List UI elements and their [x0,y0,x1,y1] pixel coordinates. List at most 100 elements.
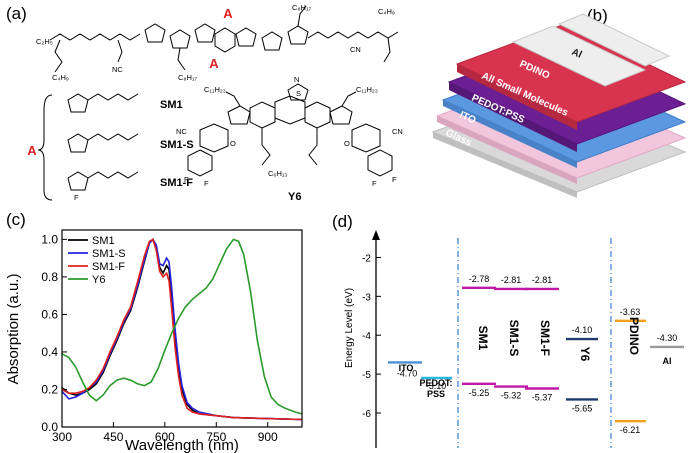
indanone-ring [199,123,229,153]
atom-label-o-left: O [230,139,236,148]
alkyl-chain [54,39,63,73]
legend-label: SM1-F [92,261,125,273]
energy-tick-label: -6 [362,409,371,420]
energy-value-label: -3.63 [620,307,641,317]
thiophene-ring [67,171,89,191]
alkyl-chain [177,47,186,71]
category-label-al: Al [663,356,672,366]
atom-label-s: S [296,89,301,98]
thiophene-ring [194,23,216,43]
atom-label-f-4: F [392,175,397,184]
y6-core-ring [249,101,276,129]
atom-label-f-1: F [184,175,189,184]
y6-core-ring [304,101,331,129]
layer-glass-side [433,132,577,198]
alkyl-chain [87,133,139,141]
legend-label: SM1-S [92,248,126,260]
alkyl-chain [297,5,307,27]
atom-label-c4h9: C₄H₉ [52,73,69,82]
panel-label-d: (d) [332,212,353,231]
alkyl-chain [261,128,271,166]
atom-label-n: N [294,75,299,84]
alkyl-chain [341,91,357,107]
atom-label-f-sm1f: F [74,193,79,202]
substituent-brace [37,94,53,201]
atom-label-c8h17-a: C₈H₁₇ [178,73,197,82]
substituent-marker-top: A [223,6,233,21]
energy-value-label: -4.30 [657,333,678,343]
chemical-structures: A A A C₂H₅ C₄H₉ NC C₈H₁₇ C₈H₁₇ CN C₄H₉ C… [27,3,403,203]
y-axis-arrow [372,230,380,240]
x-tick-label: 750 [206,430,226,444]
atom-label-nc-y6: NC [176,127,187,136]
category-label-y6: Y6 [578,347,592,362]
legend-label: SM1 [92,235,115,247]
thiophene-ring [287,25,309,45]
absorption-chart: 300 450 600 750 900 0.0 0.2 0.4 0.6 0.8 1.0 Wavele… [5,229,303,453]
backbone-right-chain [307,31,399,39]
alkyl-chain [117,39,123,63]
panel-label-a: (a) [6,4,27,23]
energy-tick-label: -2 [362,253,371,264]
energy-value-label: -4.70 [397,368,418,378]
series-line-sm1-s [61,238,303,421]
x-tick-label: 300 [52,430,72,444]
panel-label-c: (c) [6,210,26,229]
y-tick-label: 0.2 [41,382,58,396]
atom-label-cn: CN [350,45,361,54]
thiophene-ring [169,29,191,49]
energy-value-label: -5.10 [426,381,447,391]
atom-label-cn-y6: CN [392,127,403,136]
thiophene-ring [261,31,283,51]
molecule-name-y6: Y6 [288,191,301,203]
energy-value-label: -2.81 [532,275,553,285]
electrode-al-2 [557,13,671,67]
energy-tick-label: -5 [362,370,371,381]
category-label-pedot-2: PSS [427,389,445,399]
category-label-sm1-s: SM1-S [507,320,521,357]
energy-value-label: -5.37 [532,393,553,403]
x-tick-label: 900 [258,430,278,444]
series-line-sm1-f [61,238,303,421]
energy-value-label: -6.21 [620,425,641,435]
energy-value-label: -4.10 [572,325,593,335]
y-tick-label: 1.0 [41,232,58,246]
layer-pedot-side [443,100,577,168]
thiophene-ring [329,105,353,125]
x-tick-label: 450 [103,430,123,444]
plot-frame [61,229,303,428]
energy-value-label: -2.81 [501,275,522,285]
energy-tick-label: -3 [362,292,371,303]
x-tick-label: 600 [155,430,175,444]
thiadiazole-ring [287,83,309,101]
molecule-name-sm1-f: SM1-F [160,177,193,189]
atom-label-c4h9-b: C₄H₉ [378,7,395,16]
energy-value-label: -5.65 [572,403,593,413]
substituent-marker-bracket: A [27,143,37,158]
molecule-name-sm1: SM1 [160,99,183,111]
x-axis-label: Wavelength (nm) [125,437,239,453]
layer-pdino-side [457,64,577,130]
atom-label-f-2: F [204,179,209,188]
atom-label-c2h5: C₂H₅ [36,37,53,46]
alkyl-chain [87,93,139,101]
electrode-al-1 [511,25,647,87]
category-label-ito: ITO [399,363,414,373]
y-tick-label: 0.8 [41,270,58,284]
legend-label: Y6 [92,274,105,286]
atom-label-c11h23-a: C₁₁H₂₃ [204,85,226,94]
energy-value-label: -5.25 [469,388,490,398]
alkyl-chain [225,91,241,107]
energy-level-diagram: -2 -3 -4 -5 -6 Energy Level (eV) -4.70 -5.10 -… [344,230,684,448]
atom-label-c8h17-b: C₈H₁₇ [292,3,311,12]
atom-label-o-right: O [344,139,350,148]
y-tick-label: 0.6 [41,307,58,321]
category-label-pdino: PDINO [627,317,641,355]
thiophene-ring [67,133,89,153]
alkyl-chain [87,171,139,179]
alkyl-chain [383,37,391,63]
substituent-marker-bottom: A [209,56,219,71]
layer-label-al: Al [570,47,584,61]
energy-value-label: -2.78 [469,274,490,284]
